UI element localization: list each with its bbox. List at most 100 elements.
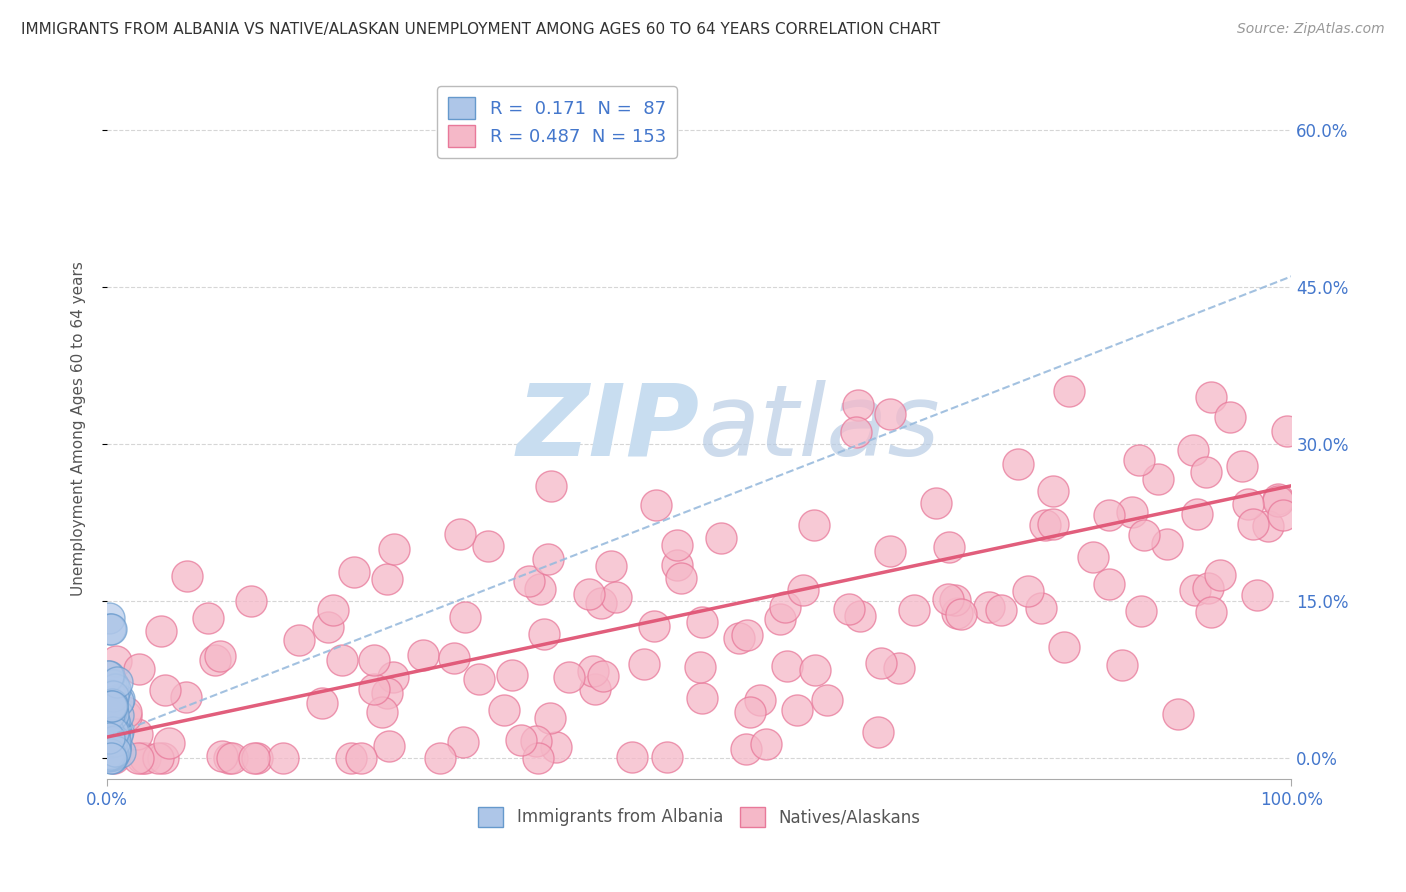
Point	[100, 747, 122, 762]
Point	[101, 707, 124, 722]
Point	[103, 723, 125, 738]
Point	[134, 751, 156, 765]
Point	[755, 737, 778, 751]
Point	[243, 751, 266, 765]
Point	[104, 717, 127, 731]
Point	[100, 732, 122, 747]
Point	[103, 745, 125, 759]
Point	[665, 558, 688, 572]
Point	[643, 619, 665, 633]
Point	[621, 750, 644, 764]
Point	[115, 708, 138, 723]
Point	[246, 751, 269, 765]
Point	[558, 670, 581, 684]
Point	[467, 672, 489, 686]
Point	[104, 739, 127, 754]
Point	[866, 725, 889, 739]
Point	[544, 739, 567, 754]
Point	[728, 631, 751, 645]
Point	[128, 662, 150, 676]
Point	[148, 751, 170, 765]
Point	[96, 706, 118, 721]
Point	[157, 736, 180, 750]
Point	[1199, 390, 1222, 404]
Point	[101, 728, 124, 742]
Point	[101, 747, 124, 761]
Point	[382, 670, 405, 684]
Point	[592, 669, 614, 683]
Point	[526, 751, 548, 765]
Point	[803, 517, 825, 532]
Point	[879, 543, 901, 558]
Point	[501, 668, 523, 682]
Point	[1184, 583, 1206, 598]
Point	[96, 738, 118, 752]
Point	[100, 698, 122, 712]
Point	[97, 668, 120, 682]
Point	[412, 648, 434, 662]
Point	[600, 558, 623, 573]
Point	[103, 745, 125, 759]
Point	[104, 740, 127, 755]
Point	[101, 716, 124, 731]
Point	[605, 591, 627, 605]
Point	[100, 716, 122, 731]
Point	[1042, 517, 1064, 532]
Point	[1029, 601, 1052, 615]
Point	[127, 751, 149, 765]
Point	[103, 714, 125, 728]
Point	[735, 628, 758, 642]
Point	[100, 739, 122, 754]
Point	[197, 611, 219, 625]
Point	[218, 751, 240, 765]
Point	[529, 582, 551, 596]
Point	[1111, 657, 1133, 672]
Point	[152, 751, 174, 765]
Point	[477, 539, 499, 553]
Point	[371, 705, 394, 719]
Point	[97, 699, 120, 714]
Point	[330, 653, 353, 667]
Point	[375, 686, 398, 700]
Point	[517, 574, 540, 589]
Point	[97, 731, 120, 746]
Point	[449, 526, 471, 541]
Point	[98, 724, 121, 739]
Point	[582, 665, 605, 679]
Point	[378, 739, 401, 753]
Point	[979, 600, 1001, 615]
Point	[1167, 707, 1189, 722]
Point	[1241, 516, 1264, 531]
Point	[96, 716, 118, 731]
Point	[1232, 458, 1254, 473]
Point	[221, 751, 243, 765]
Point	[98, 725, 121, 739]
Point	[100, 736, 122, 750]
Point	[537, 551, 560, 566]
Point	[107, 693, 129, 707]
Point	[101, 728, 124, 742]
Point	[104, 744, 127, 758]
Point	[494, 703, 516, 717]
Point	[936, 591, 959, 606]
Text: IMMIGRANTS FROM ALBANIA VS NATIVE/ALASKAN UNEMPLOYMENT AMONG AGES 60 TO 64 YEARS: IMMIGRANTS FROM ALBANIA VS NATIVE/ALASKA…	[21, 22, 941, 37]
Point	[101, 751, 124, 765]
Point	[363, 653, 385, 667]
Point	[98, 738, 121, 752]
Point	[100, 698, 122, 713]
Point	[671, 571, 693, 585]
Point	[950, 607, 973, 621]
Point	[98, 739, 121, 753]
Point	[429, 751, 451, 765]
Point	[792, 583, 814, 598]
Point	[786, 703, 808, 717]
Point	[100, 688, 122, 702]
Point	[107, 723, 129, 738]
Point	[311, 697, 333, 711]
Point	[100, 712, 122, 726]
Point	[1219, 409, 1241, 424]
Point	[1185, 507, 1208, 521]
Point	[657, 749, 679, 764]
Point	[1267, 492, 1289, 507]
Point	[938, 540, 960, 554]
